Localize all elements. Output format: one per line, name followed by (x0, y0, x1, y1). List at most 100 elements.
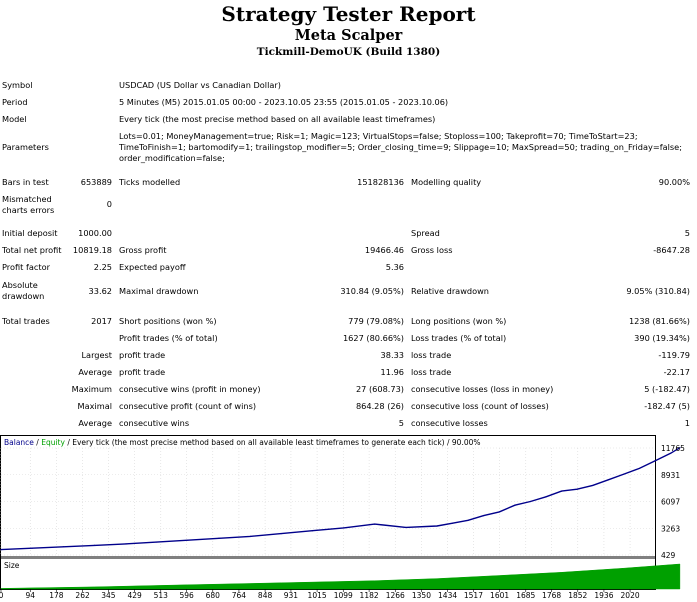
lt-value: 390 (19.34%) (634, 333, 690, 343)
x-tick-label: 262 (75, 591, 90, 600)
x-tick-label: 764 (232, 591, 247, 600)
avgcw-value: 5 (398, 418, 404, 428)
parameters-line-3: order_modification=false; (119, 153, 225, 163)
largest-loss-label: loss trade (411, 350, 452, 360)
size-panel-label: Size (4, 561, 20, 570)
average-label: Average (78, 367, 112, 377)
average-profit-label: profit trade (119, 367, 166, 377)
chart-legend: Balance / Equity / Every tick (the most … (4, 438, 481, 447)
short-value: 779 (79.08%) (348, 316, 404, 326)
balance-point (436, 525, 438, 527)
largest-loss-value: -119.79 (658, 350, 690, 360)
x-tick-label: 1434 (438, 591, 457, 600)
balance-chart-svg: 11765 8931 6097 3263 429 0 94 178 262 345 429 513 5… (0, 435, 685, 600)
model-value: Every tick (the most precise method base… (119, 114, 436, 124)
reldd-label: Relative drawdown (411, 286, 489, 296)
grossprofit-label: Gross profit (119, 245, 167, 255)
payoff-label: Expected payoff (119, 262, 186, 272)
x-tick-label: 1266 (386, 591, 405, 600)
mismatch-label-2: charts errors (2, 205, 55, 215)
long-value: 1238 (81.66%) (628, 316, 690, 326)
x-tick-label: 513 (154, 591, 169, 600)
legend-equity: Equity (41, 438, 65, 447)
chart-series (0, 447, 681, 590)
mismatch-value: 0 (106, 199, 112, 209)
maxcl-label: consecutive losses (loss in money) (411, 384, 554, 394)
balance-point (654, 460, 656, 462)
trades-label: Total trades (2, 316, 50, 326)
x-tick-label: 429 (127, 591, 142, 600)
x-tick-label: 345 (101, 591, 116, 600)
balance-point (342, 527, 345, 529)
x-tick-label: 1517 (464, 591, 483, 600)
balance-point (529, 500, 532, 503)
balance-point (62, 546, 64, 548)
bars-label: Bars in test (2, 177, 49, 187)
pt-value: 1627 (80.66%) (342, 333, 404, 343)
x-tick-label: 848 (258, 591, 273, 600)
avgcw-label: consecutive wins (119, 418, 190, 428)
maxcloss-label: consecutive loss (count of losses) (411, 401, 549, 411)
largest-profit-value: 38.33 (380, 350, 404, 360)
absdd-label-1: Absolute (2, 280, 38, 290)
x-tick-label: 931 (284, 591, 299, 600)
average2-label: Average (78, 418, 112, 428)
maxcp-label: consecutive profit (count of wins) (119, 401, 257, 411)
legend-balance: Balance (4, 438, 34, 447)
symbol-label: Symbol (2, 80, 33, 90)
netprofit-value: 10819.18 (72, 245, 112, 255)
size-area (0, 563, 681, 590)
balance-point (124, 543, 127, 545)
grossloss-label: Gross loss (411, 245, 453, 255)
ticks-label: Ticks modelled (119, 177, 181, 187)
maxcw-label: consecutive wins (profit in money) (119, 384, 261, 394)
legend-rest: / Every tick (the most precise method ba… (65, 438, 481, 447)
expert-name: Meta Scalper (294, 27, 403, 44)
netprofit-label: Total net profit (2, 245, 62, 255)
balance-point (156, 541, 158, 543)
payoff-value: 5.36 (385, 262, 404, 272)
y-tick-label: 429 (661, 551, 676, 560)
pf-label: Profit factor (2, 262, 50, 272)
legend-sep: / (34, 438, 41, 447)
balance-point (0, 549, 2, 551)
x-tick-label: 178 (49, 591, 64, 600)
maximum-label: Maximum (71, 384, 112, 394)
absdd-label-2: drawdown (2, 291, 45, 301)
balance-point (498, 511, 500, 513)
balance-point (576, 488, 578, 490)
spread-label: Spread (411, 228, 440, 238)
parameters-line-2: TimeToFinish=1; bartomodify=1; trailings… (119, 142, 682, 152)
balance-point (607, 479, 609, 481)
balance-point (249, 535, 251, 537)
maxcloss-value: -182.47 (5) (644, 401, 690, 411)
grossloss-value: -8647.28 (653, 245, 690, 255)
largest-label: Largest (81, 350, 112, 360)
balance-point (467, 519, 469, 521)
chart-grid (0, 447, 655, 556)
maxcp-value: 864.28 (26) (355, 401, 404, 411)
balance-point (451, 522, 454, 524)
maximal-label: Maximal (77, 401, 112, 411)
average-loss-value: -22.17 (663, 367, 690, 377)
chart-x-ticks: 0 94 178 262 345 429 513 596 680 764 848 931 1015 109… (0, 589, 640, 600)
quality-label: Modelling quality (411, 177, 482, 187)
y-tick-label: 8931 (661, 471, 680, 480)
avgcl-value: 1 (684, 418, 690, 428)
long-label: Long positions (won %) (411, 316, 507, 326)
balance-chart: 11765 8931 6097 3263 429 0 94 178 262 345 429 513 5… (0, 435, 697, 600)
balance-point (374, 523, 376, 525)
balance-point (623, 473, 625, 475)
maxcl-value: 5 (-182.47) (644, 384, 690, 394)
balance-point (187, 539, 189, 541)
report-title: Strategy Tester Report (221, 2, 476, 26)
largest-profit-label: profit trade (119, 350, 166, 360)
y-tick-label: 6097 (661, 498, 680, 507)
parameters-line-1: Lots=0.01; MoneyManagement=true; Risk=1;… (119, 131, 638, 141)
x-tick-label: 680 (206, 591, 221, 600)
chart-frame (0, 435, 656, 590)
balance-point (405, 526, 407, 529)
maxdd-value: 310.84 (9.05%) (340, 286, 404, 296)
balance-point (280, 532, 282, 535)
short-label: Short positions (won %) (119, 316, 217, 326)
